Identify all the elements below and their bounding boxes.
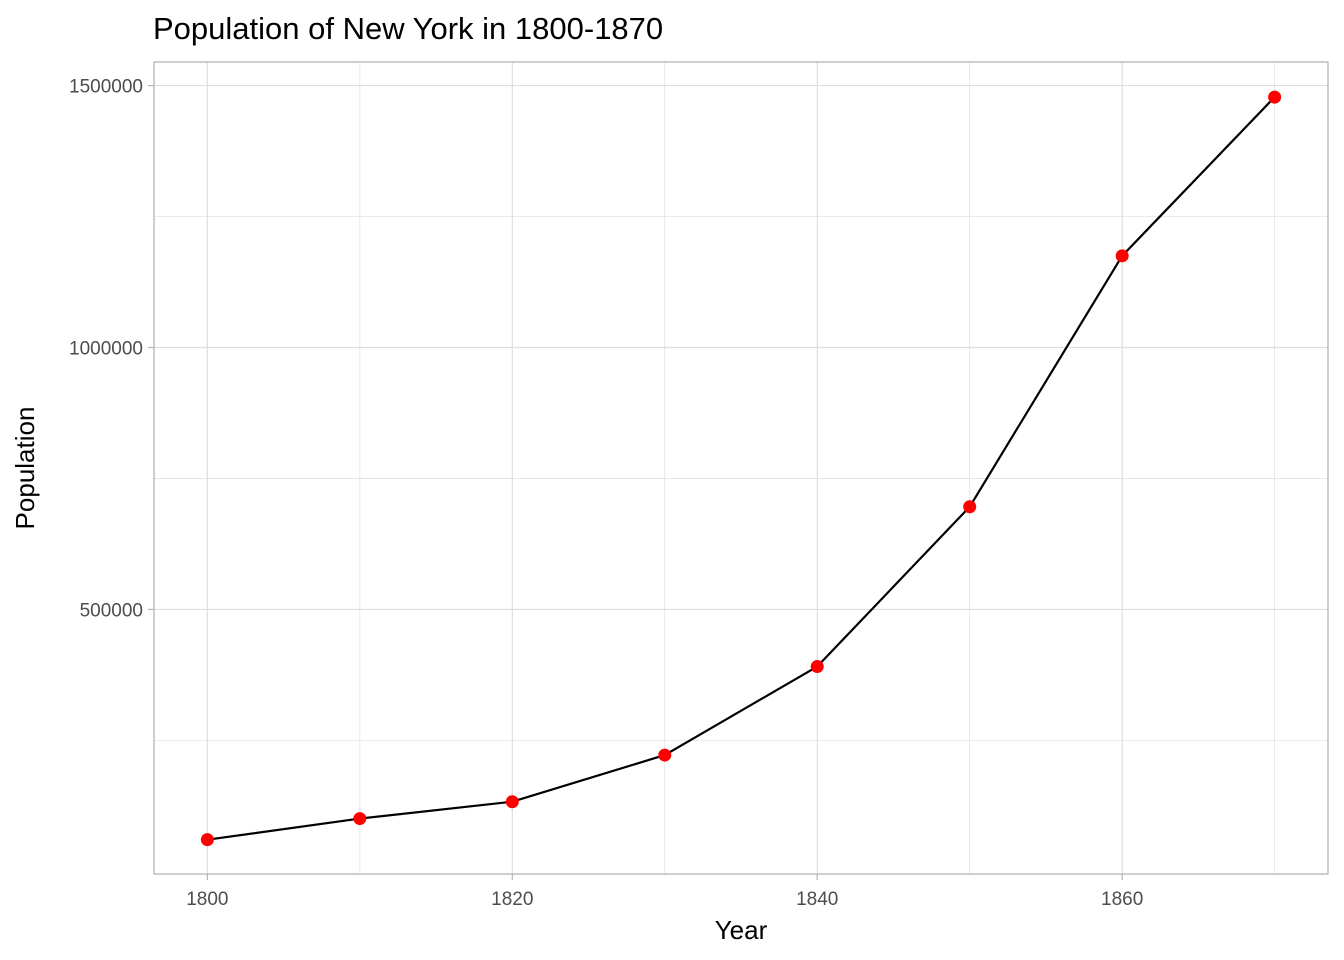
x-tick-label: 1840: [796, 889, 838, 910]
x-tick-label: 1820: [491, 889, 533, 910]
data-point: [963, 500, 977, 514]
y-tick-label: 500000: [80, 600, 143, 621]
minor-gridlines: [154, 62, 1328, 874]
data-point: [810, 660, 824, 674]
data-point: [1115, 249, 1129, 263]
major-gridlines: [154, 62, 1328, 874]
plot-panel-border: [153, 61, 1329, 875]
x-tick-label: 1860: [1101, 889, 1143, 910]
data-point: [1268, 90, 1282, 104]
x-tick-label: 1800: [186, 889, 228, 910]
data-point: [353, 812, 367, 826]
series-layer: [200, 90, 1282, 847]
chart-title: Population of New York in 1800-1870: [153, 11, 663, 46]
data-point: [658, 748, 672, 762]
data-point: [505, 795, 519, 809]
y-axis-ticks: 500000 1000000 1500000: [69, 77, 154, 621]
data-point: [200, 833, 214, 847]
y-tick-label: 1000000: [69, 339, 143, 360]
y-tick-label: 1500000: [69, 77, 143, 98]
x-axis-ticks: 1800 1820 1840 1860: [186, 874, 1143, 910]
series-line: [207, 96, 1276, 841]
y-axis-title: Population: [10, 407, 40, 530]
x-axis-title: Year: [715, 915, 768, 945]
